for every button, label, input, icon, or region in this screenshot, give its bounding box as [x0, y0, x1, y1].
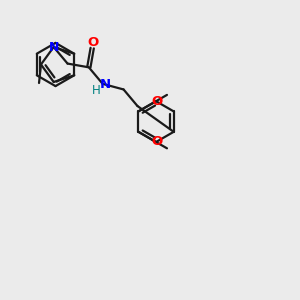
- Text: O: O: [151, 135, 162, 148]
- Text: O: O: [151, 95, 162, 109]
- Text: N: N: [49, 40, 59, 53]
- Text: O: O: [87, 36, 98, 49]
- Text: N: N: [100, 78, 111, 91]
- Text: H: H: [92, 84, 101, 97]
